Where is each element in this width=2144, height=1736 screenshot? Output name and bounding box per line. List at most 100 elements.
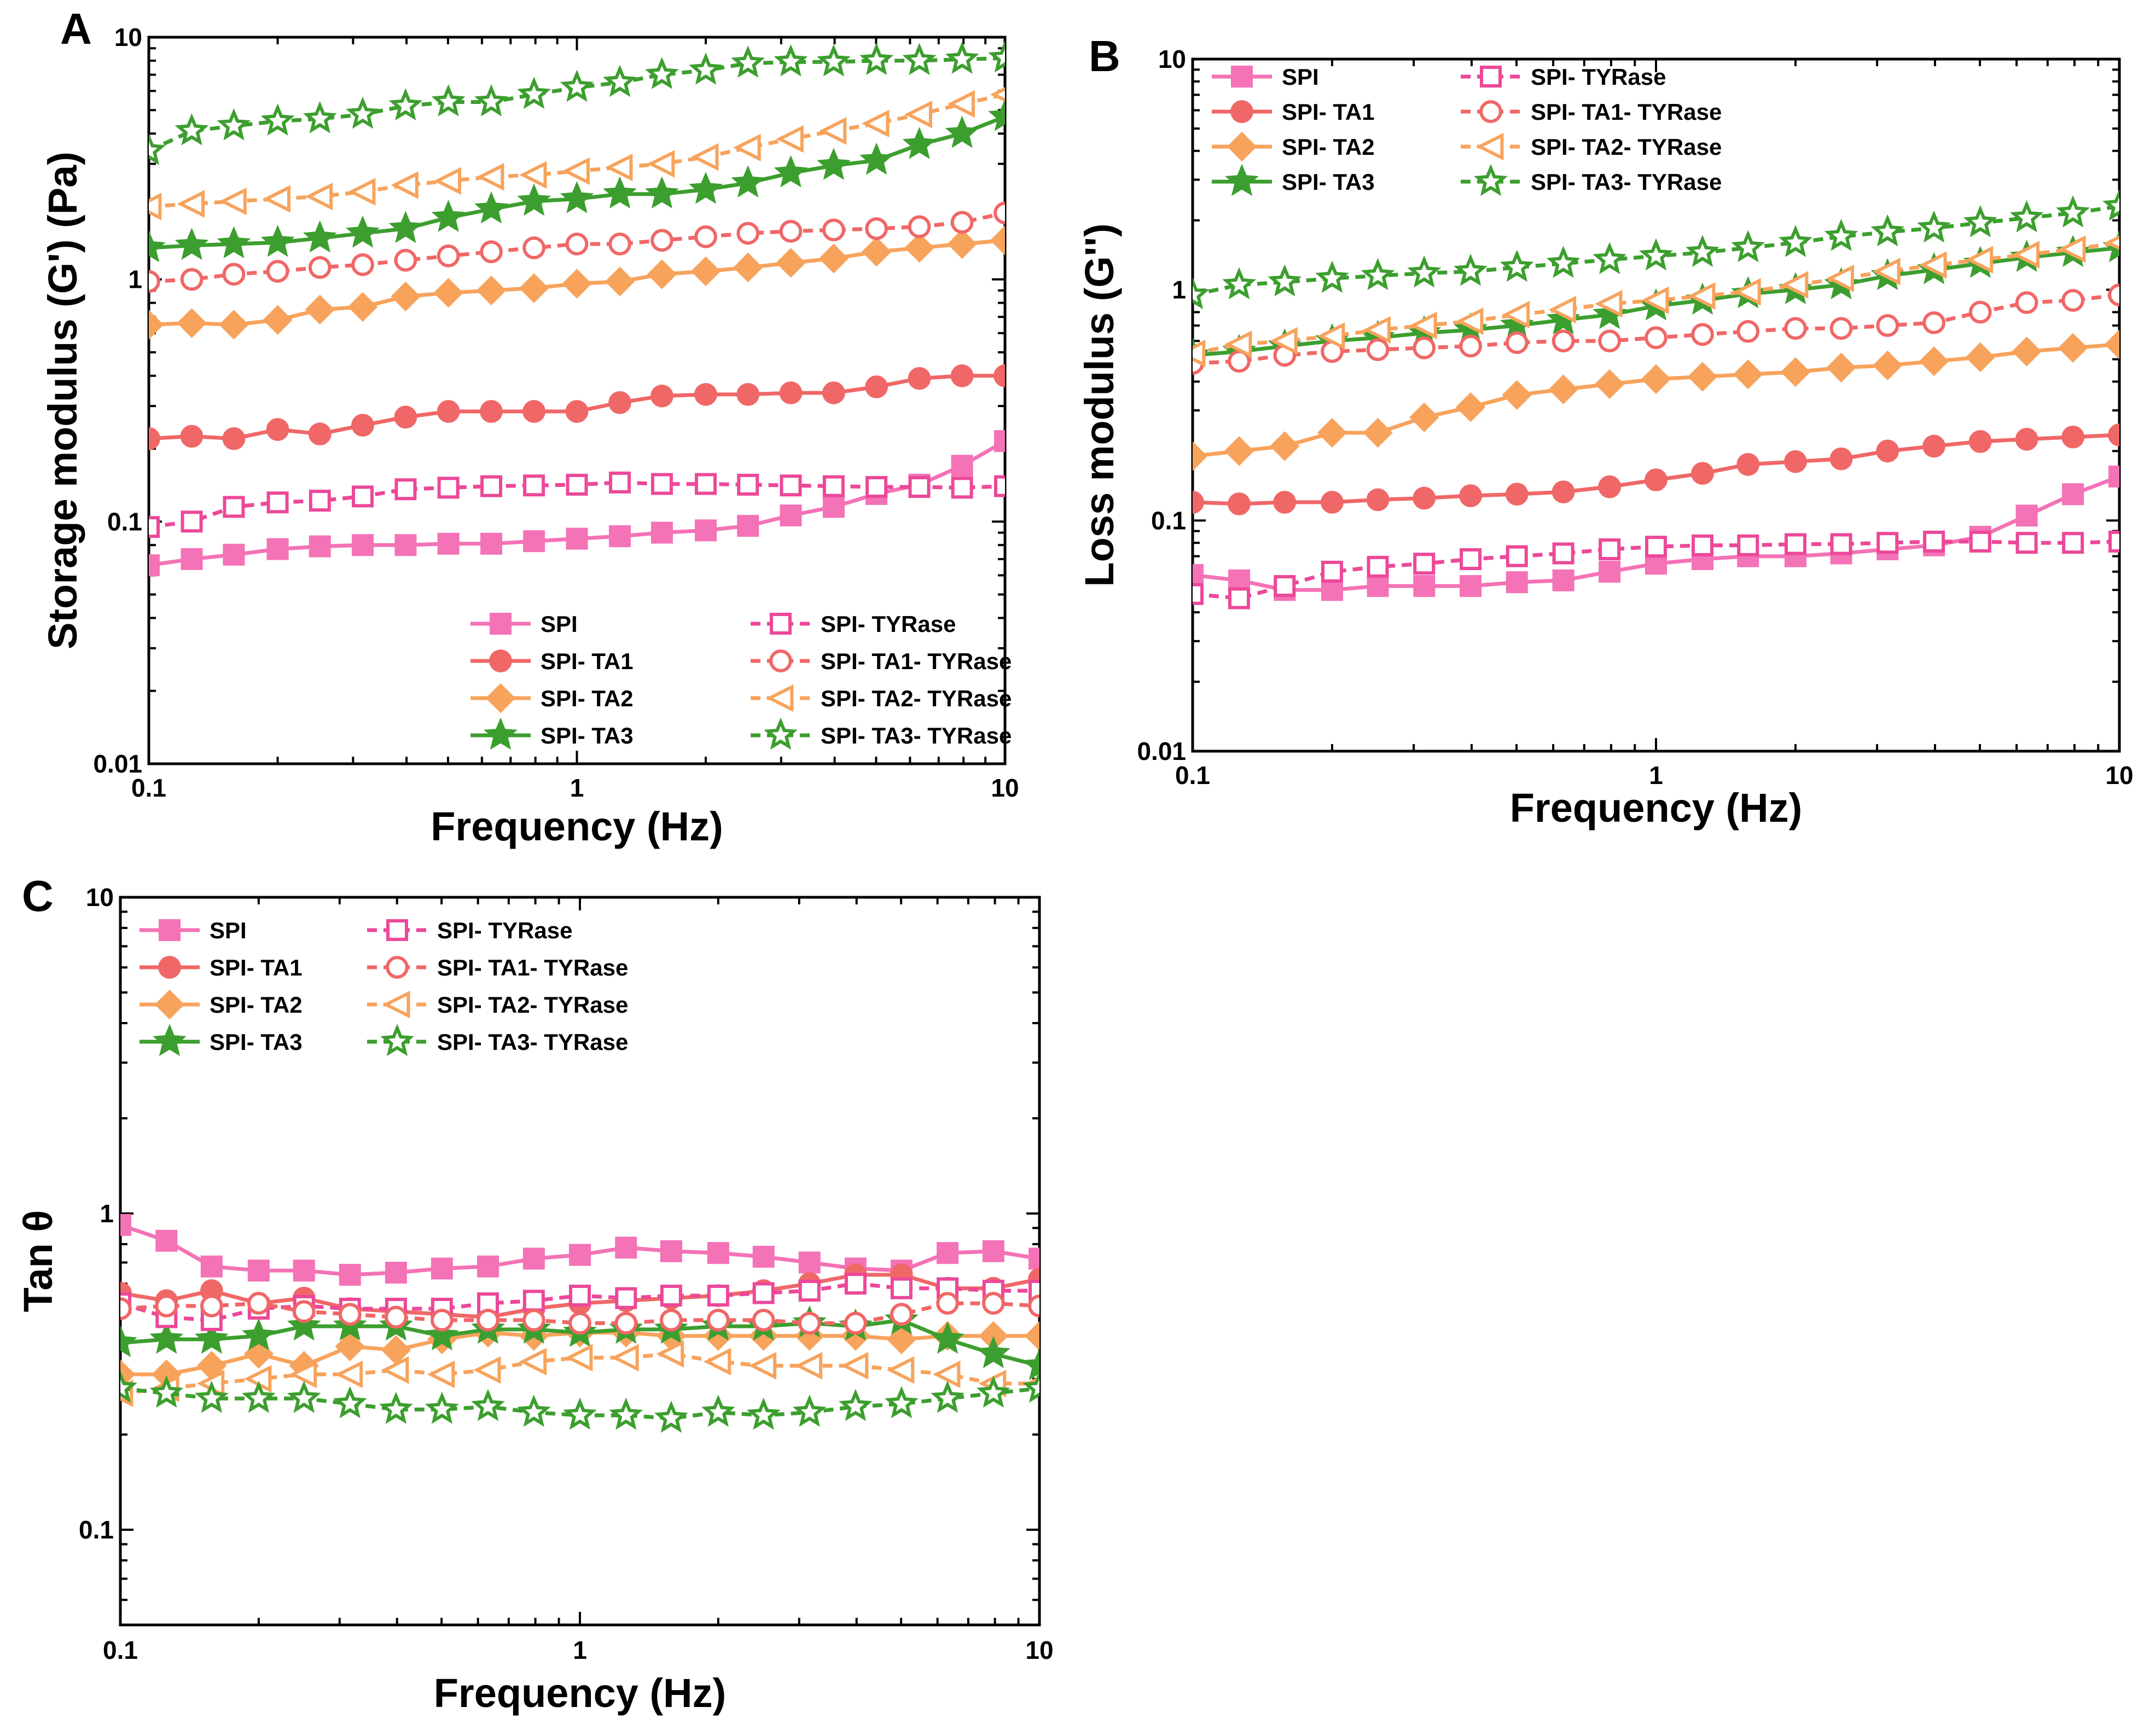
panel-c-series-spi-point <box>707 1242 729 1264</box>
panel-b-legend-entry-spi-ta1-tyrase-marker <box>1479 100 1502 123</box>
panel-c-series-spi-tyrase-point <box>844 1273 867 1295</box>
panel-c-series-spi-point <box>798 1251 821 1274</box>
panel-b-legend-entry-spi-ta2-tyrase: SPI- TA2- TYRase <box>1461 132 1722 161</box>
panel-c-legend-entry-spi-ta1-tyrase: SPI- TA1- TYRase <box>367 955 628 980</box>
panel-c-legend-entry-spi-ta3-label: SPI- TA3 <box>210 1029 303 1055</box>
panel-c-series-spi-ta1-tyrase-point <box>385 1305 408 1329</box>
panel-a-series-spi-ta1-tyrase-point <box>694 225 717 248</box>
panel-c-legend-entry-spi-tyrase-label: SPI- TYRase <box>437 918 572 943</box>
panel-c-series-spi-point <box>431 1257 453 1280</box>
panel-a-series-spi-ta2-point <box>733 252 763 283</box>
panel-c-series-spi-ta3-point <box>120 1325 137 1357</box>
panel-a-series-spi-tyrase-point <box>609 471 631 493</box>
panel-a-letter: A <box>60 4 92 53</box>
panel-c-series-spi-ta1-tyrase-point <box>798 1311 821 1335</box>
panel-a-series-spi-ta3 <box>149 98 1005 263</box>
panel-c-x-axis-title: Frequency (Hz) <box>434 1670 727 1716</box>
panel-b-series-spi-ta3-tyrase-point <box>1824 218 1858 251</box>
panel-a-series-spi-ta3-point <box>689 172 723 204</box>
panel-b-series-spi-ta2-tyrase-point <box>1965 246 1994 274</box>
panel-c-series-spi-ta3-tyrase-point <box>287 1380 321 1413</box>
panel-c-series-spi-ta2-tyrase-point <box>565 1344 593 1372</box>
panel-c-series-spi-ta3-tyrase-point <box>241 1380 276 1413</box>
panel-b-series-spi-point <box>2015 504 2038 527</box>
panel-c-series-spi-ta1-tyrase-point <box>431 1309 454 1332</box>
panel-b-series-spi-tyrase-point <box>1274 575 1296 597</box>
panel-b-series-spi-ta1-point <box>1366 488 1390 512</box>
panel-a-series-spi-ta2-tyrase-point <box>519 161 547 189</box>
panel-a-series-spi-tyrase-point <box>266 491 289 514</box>
panel-a-y-tick-label: 10 <box>114 23 142 51</box>
panel-a-series-spi-ta2-point <box>776 248 806 278</box>
panel-a-series-spi-ta2-tyrase-point <box>347 178 376 206</box>
panel-a-series-spi-ta2-point <box>861 237 892 267</box>
panel-a-legend-entry-spi-ta3-label: SPI- TA3 <box>541 723 634 748</box>
panel-b-series-spi-ta2-point <box>1641 364 1671 394</box>
panel-a-series-spi-ta3-tyrase-point <box>731 45 765 78</box>
panel-b-series-spi-ta2-tyrase-point <box>1409 311 1437 340</box>
panel-a-series-spi-tyrase-point <box>566 473 588 496</box>
panel-a-series-spi-tyrase-point <box>994 475 1005 497</box>
panel-a-series-spi-ta3-point <box>431 200 466 232</box>
panel-b-series-spi-ta1-point <box>1273 491 1297 514</box>
panel-c-series-spi-ta1-tyrase-point <box>614 1311 638 1335</box>
panel-a-series-spi-ta1-tyrase-point <box>522 236 545 259</box>
panel-a-series-spi-ta2-tyrase-point <box>990 87 1005 102</box>
panel-b-letter: B <box>1089 32 1120 80</box>
panel-b-series-spi-ta2-point <box>1594 369 1625 399</box>
panel-a-series-spi-ta2-point <box>476 275 507 306</box>
panel-b-series-spi-ta3-tyrase-point <box>1963 205 1997 237</box>
panel-a-series-spi-ta2-point <box>947 229 977 259</box>
panel-b-series-spi-point <box>1552 569 1574 591</box>
panel-b-series-spi-ta1-point <box>1922 434 1945 458</box>
panel-c-series-spi-ta3-point <box>931 1321 964 1354</box>
panel-c-series-spi-ta1-tyrase-point <box>1028 1294 1039 1317</box>
panel-a-series-spi-point <box>394 534 417 556</box>
panel-b-y-tick-label: 0.1 <box>1151 506 1186 535</box>
panel-b-series-spi-ta1-point <box>2061 425 2084 449</box>
panel-b-legend-entry-spi-marker <box>1231 66 1253 88</box>
panel-c-series-spi-tyrase-point <box>615 1287 637 1309</box>
panel-a-series-spi-ta1-point <box>993 364 1005 387</box>
panel-a-series-spi-ta2-tyrase-point <box>177 190 205 218</box>
panel-c-y-axis-title: Tan θ <box>15 1210 61 1313</box>
panel-c-series-spi-point <box>200 1255 223 1278</box>
panel-a-series-spi-ta1-tyrase-point <box>308 256 332 279</box>
panel-b-legend-entry-spi-ta2-marker <box>1227 131 1257 162</box>
panel-a-series-spi-ta3-point <box>645 176 679 209</box>
panel-c-series-spi-point <box>385 1262 407 1284</box>
panel-a-y-tick-label: 1 <box>128 265 142 294</box>
panel-b-series-spi-ta1-tyrase-point <box>1784 317 1807 340</box>
panel-b-series-spi-ta2-tyrase-point <box>1595 289 1623 318</box>
panel-a-y-tick-label: 0.1 <box>107 507 142 536</box>
panel-a-series-spi-ta3-point <box>474 191 508 224</box>
panel-a-series-spi-ta3-tyrase-point <box>859 43 894 76</box>
panel-b-series-spi-ta1-tyrase-point <box>2015 291 2038 314</box>
panel-a-series-spi-ta3-tyrase-point <box>175 113 209 146</box>
panel-a-series-spi-ta3-tyrase-point <box>817 44 851 77</box>
panel-a-series-spi-ta3-tyrase-point <box>689 53 723 85</box>
panel-a-series-spi-ta1-point <box>437 400 460 423</box>
panel-c-legend-entry-spi-ta2-tyrase-label: SPI- TA2- TYRase <box>437 992 628 1018</box>
panel-c-series-spi-ta3-tyrase-point <box>884 1386 919 1419</box>
panel-c-legend-entry-spi-ta1-tyrase-marker <box>386 956 409 979</box>
panel-b-series-spi-ta2-point <box>1733 359 1763 390</box>
panel-b-x-axis-title: Frequency (Hz) <box>1510 785 1803 831</box>
panel-a-series-spi-ta3-tyrase-point <box>645 57 679 89</box>
panel-a-series-spi-ta2-tyrase-point <box>690 143 719 171</box>
panel-a-series-spi-ta1-point <box>149 427 160 450</box>
panel-a-series-spi-ta1-tyrase <box>149 201 1005 293</box>
panel-b-series-spi-ta1-point <box>2015 427 2038 451</box>
panel-b-series-spi-ta1-tyrase-point <box>1876 314 1899 337</box>
panel-c-series-spi-ta3-tyrase <box>120 1371 1039 1433</box>
panel-b-series-spi-ta3-tyrase-point <box>1361 258 1395 291</box>
panel-c-series-spi-ta3-tyrase-point <box>563 1397 597 1430</box>
panel-b-x-tick-label: 1 <box>1649 761 1663 789</box>
panel-a-series-spi-ta2-tyrase-point <box>219 187 247 216</box>
panel-b-series-spi-tyrase-point <box>1923 530 1945 553</box>
panel-a-series-spi-ta2-tyrase <box>149 87 1005 220</box>
panel-a-series-spi-ta3-point <box>217 226 251 259</box>
panel-a-legend-entry-spi-ta2-marker <box>485 683 516 713</box>
panel-a-series-spi-ta2-point <box>347 292 378 322</box>
